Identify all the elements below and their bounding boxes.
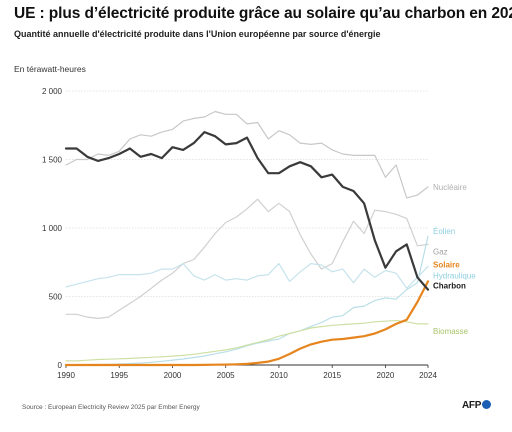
series-line-charbon (64, 131, 430, 291)
series-label-solaire: Solaire (433, 260, 460, 269)
x-axis-ticks: 1990 1995 2000 2005 2010 2015 2020 2024 (57, 365, 437, 380)
x-tick-label: 2020 (377, 371, 395, 380)
x-tick-label: 2015 (323, 371, 341, 380)
y-axis-unit-label: En térawatt-heures (14, 64, 86, 74)
series-line-eolien (65, 235, 429, 366)
series-line-gaz (65, 198, 429, 319)
y-tick-label: 1 500 (42, 156, 63, 165)
series-label-biomasse: Biomasse (433, 327, 469, 336)
y-tick-label: 2 000 (42, 87, 63, 96)
x-tick-label: 2010 (270, 371, 288, 380)
y-axis-ticks: 0 500 1 000 1 500 2 000 (42, 87, 63, 370)
gridlines (66, 90, 428, 366)
series-label-hydraulique: Hydraulique (433, 271, 476, 280)
afp-logo: AFP (462, 400, 492, 411)
globe-icon (482, 400, 492, 409)
series-label-charbon: Charbon (433, 282, 466, 291)
series-line-hydraulique (65, 263, 429, 289)
series-line-biomasse (65, 319, 429, 362)
x-tick-label: 1995 (110, 371, 128, 380)
series-line-nucleaire (65, 110, 429, 199)
x-tick-label: 2024 (419, 371, 437, 380)
y-tick-label: 500 (49, 293, 63, 302)
series-label-gaz: Gaz (433, 247, 448, 256)
chart-title: UE : plus d’électricité produite grâce a… (14, 5, 512, 22)
y-tick-label: 0 (58, 361, 63, 370)
series-lines (64, 110, 430, 367)
y-tick-label: 1 000 (42, 224, 63, 233)
x-tick-label: 2005 (217, 371, 235, 380)
chart-subtitle: Quantité annuelle d'électricité produite… (14, 29, 381, 39)
series-label-nucleaire: Nucléaire (433, 183, 467, 192)
afp-logo-text: AFP (462, 400, 482, 411)
series-end-labels: Nucléaire Éolien Gaz Hydraulique Solaire Char… (433, 183, 476, 336)
series-line-solaire (64, 280, 430, 367)
x-tick-label: 1990 (57, 371, 75, 380)
x-tick-label: 2000 (164, 371, 182, 380)
source-note: Source : European Electricity Review 202… (22, 404, 200, 411)
series-label-eolien: Éolien (433, 227, 455, 236)
